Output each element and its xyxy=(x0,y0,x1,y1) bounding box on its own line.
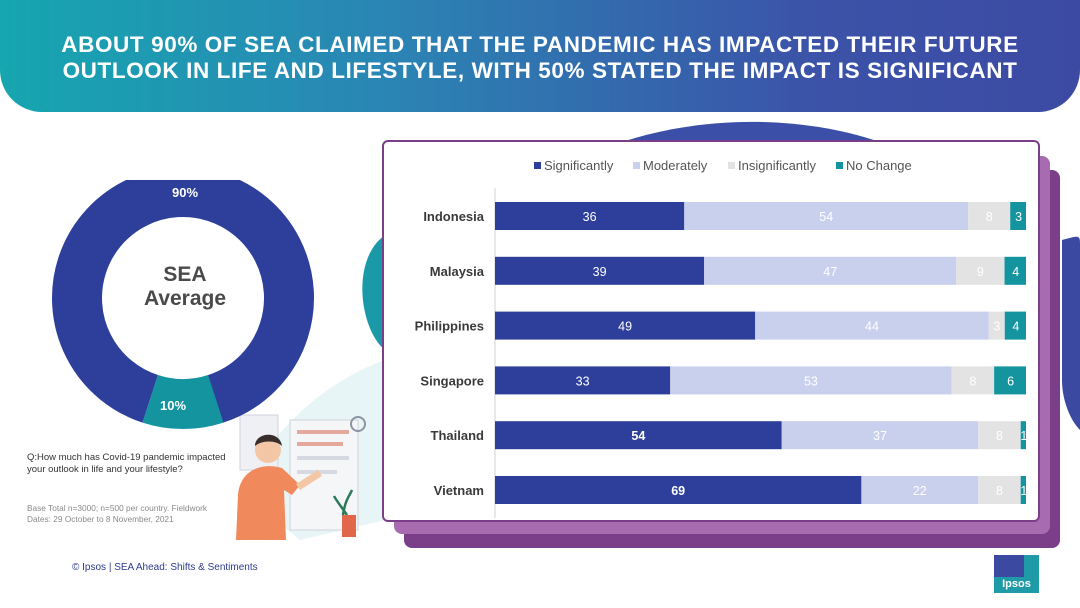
legend-label-0: Significantly xyxy=(544,158,614,173)
data-label-0-0: 36 xyxy=(583,210,597,224)
donut-label-major: 90% xyxy=(172,185,198,200)
legend-label-2: Insignificantly xyxy=(738,158,817,173)
legend-swatch-2 xyxy=(728,162,735,169)
data-label-2-3: 4 xyxy=(1012,320,1019,334)
logo-mark xyxy=(994,555,1024,577)
question-note: Q:How much has Covid-19 pandemic impacte… xyxy=(27,452,227,475)
ipsos-logo: Ipsos xyxy=(994,555,1039,593)
data-label-3-2: 8 xyxy=(969,374,976,388)
footer-copyright: © Ipsos | SEA Ahead: Shifts & Sentiments xyxy=(72,562,258,573)
category-label-3: Singapore xyxy=(420,373,484,388)
donut-center-line-1: SEA xyxy=(110,263,260,287)
category-label-0: Indonesia xyxy=(423,209,484,224)
data-label-2-1: 44 xyxy=(865,320,879,334)
legend-swatch-0 xyxy=(534,162,541,169)
donut-label-minor: 10% xyxy=(160,398,186,413)
category-label-5: Vietnam xyxy=(434,483,484,498)
data-label-2-2: 3 xyxy=(993,320,1000,334)
data-label-1-1: 47 xyxy=(823,265,837,279)
data-label-5-2: 8 xyxy=(996,484,1003,498)
category-label-2: Philippines xyxy=(415,319,484,334)
legend-swatch-1 xyxy=(633,162,640,169)
data-label-3-0: 33 xyxy=(576,374,590,388)
data-label-1-2: 9 xyxy=(977,265,984,279)
data-label-0-1: 54 xyxy=(819,210,833,224)
category-label-1: Malaysia xyxy=(430,264,485,279)
data-label-1-0: 39 xyxy=(593,265,607,279)
base-note: Base Total n=3000; n=500 per country. Fi… xyxy=(27,503,227,524)
category-label-4: Thailand xyxy=(431,428,485,443)
logo-text: Ipsos xyxy=(994,578,1039,590)
data-label-5-1: 22 xyxy=(913,484,927,498)
data-label-5-3: 1 xyxy=(1020,484,1027,498)
legend-label-3: No Change xyxy=(846,158,912,173)
data-label-4-2: 8 xyxy=(996,429,1003,443)
data-label-4-0: 54 xyxy=(631,429,645,443)
legend-swatch-3 xyxy=(836,162,843,169)
data-label-4-3: 1 xyxy=(1020,429,1027,443)
stacked-bar-chart: Significantly Moderately Insignificantly No… xyxy=(382,140,1040,522)
donut-center-label: SEA Average xyxy=(110,263,260,311)
data-label-1-3: 4 xyxy=(1012,265,1019,279)
data-label-4-1: 37 xyxy=(873,429,887,443)
data-label-0-2: 8 xyxy=(986,210,993,224)
data-label-0-3: 3 xyxy=(1015,210,1022,224)
legend-label-1: Moderately xyxy=(643,158,708,173)
data-label-3-3: 6 xyxy=(1007,374,1014,388)
donut-center-line-2: Average xyxy=(110,287,260,311)
person-illustration xyxy=(236,415,365,540)
data-label-5-0: 69 xyxy=(671,484,685,498)
data-label-3-1: 53 xyxy=(804,374,818,388)
data-label-2-0: 49 xyxy=(618,320,632,334)
